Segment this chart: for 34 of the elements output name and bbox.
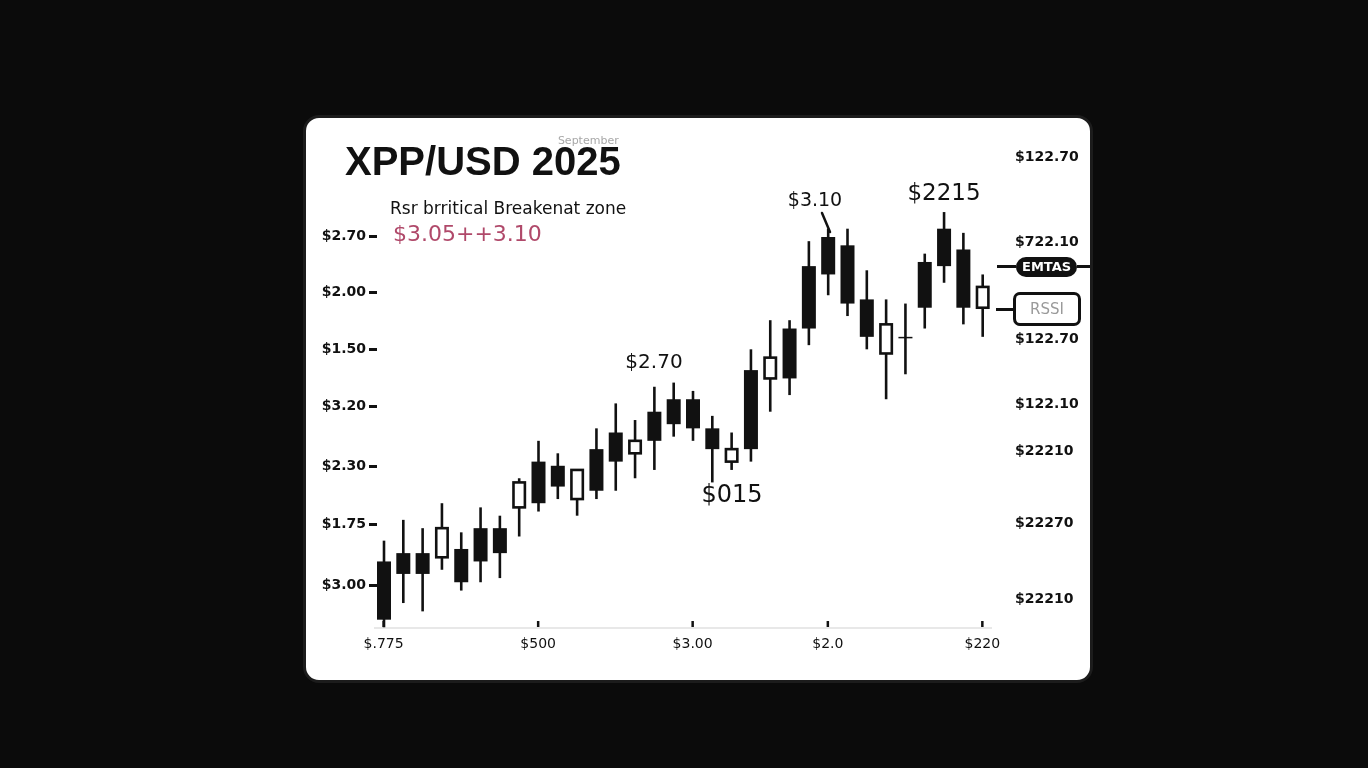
text: $22270 <box>1015 514 1074 531</box>
x-tick-label: $3.00 <box>672 635 713 651</box>
candlestick <box>763 318 778 414</box>
candlestick <box>628 418 643 480</box>
text: $2.30 <box>321 457 366 474</box>
text: $2.00 <box>321 283 366 300</box>
candlestick <box>975 273 990 339</box>
text: $122.70 <box>1015 148 1079 165</box>
text: $3.10 <box>787 187 843 210</box>
x-tick-label: $220 <box>964 635 1001 651</box>
annotation: $2.70 <box>625 349 683 373</box>
x-tick-label: $500 <box>520 635 556 651</box>
text: $1.50 <box>321 340 366 357</box>
text: $1.75 <box>321 515 366 532</box>
text: $122.10 <box>1015 395 1079 412</box>
x-tick-label: $2.0 <box>812 635 844 651</box>
candlestick <box>415 526 430 613</box>
text: $22210 <box>1015 442 1074 459</box>
candlestick <box>550 452 565 501</box>
text: $122.70 <box>1015 330 1079 347</box>
candlestick <box>396 518 411 605</box>
text: $22210 <box>1015 590 1074 607</box>
candlestick <box>705 414 720 484</box>
annotation: $015 <box>701 479 763 508</box>
annotation: Rsr brritical Breakenat zone <box>390 198 627 218</box>
text: $722.10 <box>1015 233 1079 250</box>
annotation: $3.05++3.10 <box>393 221 542 247</box>
chart-subtitle: September <box>557 134 619 147</box>
x-tick-label: $.775 <box>363 635 404 651</box>
text: $2.70 <box>321 227 366 244</box>
text: $3.20 <box>321 397 366 414</box>
text: $3.00 <box>321 576 366 593</box>
text: $2215 <box>907 179 981 206</box>
candlestick <box>724 431 739 472</box>
